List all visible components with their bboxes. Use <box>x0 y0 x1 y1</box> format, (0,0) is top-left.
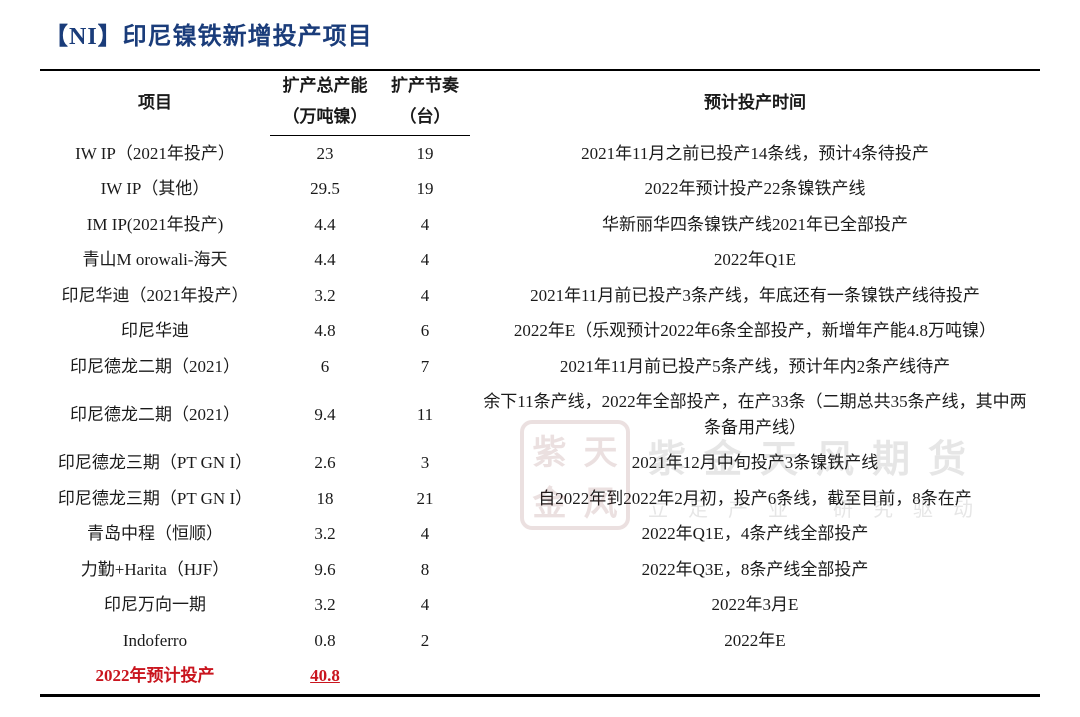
cell-time: 2022年E（乐观预计2022年6条全部投产，新增年产能4.8万吨镍） <box>470 313 1040 349</box>
cell-capacity: 23 <box>270 135 380 171</box>
cell-capacity: 9.6 <box>270 552 380 588</box>
table-row: 青岛中程（恒顺）3.242022年Q1E，4条产线全部投产 <box>40 516 1040 552</box>
cell-time: 余下11条产线，2022年全部投产，在产33条（二期总共35条产线，其中两条备用… <box>470 384 1040 445</box>
cell-project: 印尼德龙二期（2021） <box>40 384 270 445</box>
cell-project: 印尼德龙三期（PT GN I） <box>40 481 270 517</box>
cell-units: 4 <box>380 587 470 623</box>
table-row: 印尼德龙二期（2021）9.411余下11条产线，2022年全部投产，在产33条… <box>40 384 1040 445</box>
footer-empty <box>380 658 470 694</box>
cell-capacity: 18 <box>270 481 380 517</box>
cell-capacity: 4.4 <box>270 207 380 243</box>
footer-label: 2022年预计投产 <box>40 658 270 694</box>
cell-project: Indoferro <box>40 623 270 659</box>
cell-project: IW IP（2021年投产） <box>40 135 270 171</box>
cell-capacity: 4.8 <box>270 313 380 349</box>
cell-units: 6 <box>380 313 470 349</box>
cell-units: 2 <box>380 623 470 659</box>
table-body: IW IP（2021年投产）23192021年11月之前已投产14条线，预计4条… <box>40 135 1040 696</box>
col-header-units-2: （台） <box>380 102 470 135</box>
table-footer-row: 2022年预计投产40.8 <box>40 658 1040 694</box>
cell-time: 2021年11月前已投产3条产线，年底还有一条镍铁产线待投产 <box>470 278 1040 314</box>
cell-units: 4 <box>380 516 470 552</box>
rule-cell <box>270 694 380 696</box>
footer-capacity: 40.8 <box>270 658 380 694</box>
cell-units: 3 <box>380 445 470 481</box>
col-header-project: 项目 <box>40 70 270 135</box>
table-row: IW IP（2021年投产）23192021年11月之前已投产14条线，预计4条… <box>40 135 1040 171</box>
cell-project: 印尼华迪 <box>40 313 270 349</box>
cell-capacity: 3.2 <box>270 278 380 314</box>
table-row: Indoferro0.822022年E <box>40 623 1040 659</box>
table-row: 印尼华迪4.862022年E（乐观预计2022年6条全部投产，新增年产能4.8万… <box>40 313 1040 349</box>
cell-time: 2021年11月前已投产5条产线，预计年内2条产线待产 <box>470 349 1040 385</box>
cell-units: 19 <box>380 171 470 207</box>
cell-capacity: 3.2 <box>270 516 380 552</box>
page-title: 【NI】印尼镍铁新增投产项目 <box>44 16 373 51</box>
cell-time: 2022年E <box>470 623 1040 659</box>
cell-capacity: 2.6 <box>270 445 380 481</box>
cell-units: 7 <box>380 349 470 385</box>
table-row: 印尼万向一期3.242022年3月E <box>40 587 1040 623</box>
rule-cell <box>380 694 470 696</box>
table-row: 印尼华迪（2021年投产）3.242021年11月前已投产3条产线，年底还有一条… <box>40 278 1040 314</box>
cell-time: 2022年Q1E，4条产线全部投产 <box>470 516 1040 552</box>
cell-units: 4 <box>380 242 470 278</box>
cell-project: 青岛中程（恒顺） <box>40 516 270 552</box>
table-row: IW IP（其他）29.5192022年预计投产22条镍铁产线 <box>40 171 1040 207</box>
cell-time: 2022年3月E <box>470 587 1040 623</box>
projects-table: 项目 扩产总产能 扩产节奏 预计投产时间 （万吨镍） （台） IW IP（202… <box>40 69 1040 697</box>
footer-empty <box>470 658 1040 694</box>
cell-project: 印尼华迪（2021年投产） <box>40 278 270 314</box>
cell-units: 21 <box>380 481 470 517</box>
cell-capacity: 29.5 <box>270 171 380 207</box>
cell-units: 8 <box>380 552 470 588</box>
table-row: 印尼德龙三期（PT GN I）2.632021年12月中旬投产3条镍铁产线 <box>40 445 1040 481</box>
cell-units: 19 <box>380 135 470 171</box>
cell-capacity: 3.2 <box>270 587 380 623</box>
table-row: 印尼德龙三期（PT GN I）1821自2022年到2022年2月初，投产6条线… <box>40 481 1040 517</box>
cell-time: 2022年Q3E，8条产线全部投产 <box>470 552 1040 588</box>
cell-project: IM IP(2021年投产) <box>40 207 270 243</box>
table-row: 青山M orowali-海天4.442022年Q1E <box>40 242 1040 278</box>
cell-project: IW IP（其他） <box>40 171 270 207</box>
col-header-capacity-1: 扩产总产能 <box>270 70 380 102</box>
cell-time: 2021年12月中旬投产3条镍铁产线 <box>470 445 1040 481</box>
cell-capacity: 9.4 <box>270 384 380 445</box>
cell-units: 4 <box>380 207 470 243</box>
cell-project: 力勤+Harita（HJF） <box>40 552 270 588</box>
cell-time: 2021年11月之前已投产14条线，预计4条待投产 <box>470 135 1040 171</box>
cell-units: 11 <box>380 384 470 445</box>
cell-time: 自2022年到2022年2月初，投产6条线，截至目前，8条在产 <box>470 481 1040 517</box>
cell-time: 2022年预计投产22条镍铁产线 <box>470 171 1040 207</box>
cell-project: 印尼德龙二期（2021） <box>40 349 270 385</box>
table-bottom-rule <box>40 694 1040 696</box>
cell-units: 4 <box>380 278 470 314</box>
cell-capacity: 6 <box>270 349 380 385</box>
rule-cell <box>40 694 270 696</box>
col-header-time: 预计投产时间 <box>470 70 1040 135</box>
table-row: 印尼德龙二期（2021）672021年11月前已投产5条产线，预计年内2条产线待… <box>40 349 1040 385</box>
col-header-units-1: 扩产节奏 <box>380 70 470 102</box>
cell-project: 青山M orowali-海天 <box>40 242 270 278</box>
rule-cell <box>470 694 1040 696</box>
col-header-capacity-2: （万吨镍） <box>270 102 380 135</box>
cell-time: 2022年Q1E <box>470 242 1040 278</box>
cell-capacity: 4.4 <box>270 242 380 278</box>
table-row: IM IP(2021年投产)4.44华新丽华四条镍铁产线2021年已全部投产 <box>40 207 1040 243</box>
cell-capacity: 0.8 <box>270 623 380 659</box>
cell-time: 华新丽华四条镍铁产线2021年已全部投产 <box>470 207 1040 243</box>
table-row: 力勤+Harita（HJF）9.682022年Q3E，8条产线全部投产 <box>40 552 1040 588</box>
cell-project: 印尼万向一期 <box>40 587 270 623</box>
cell-project: 印尼德龙三期（PT GN I） <box>40 445 270 481</box>
